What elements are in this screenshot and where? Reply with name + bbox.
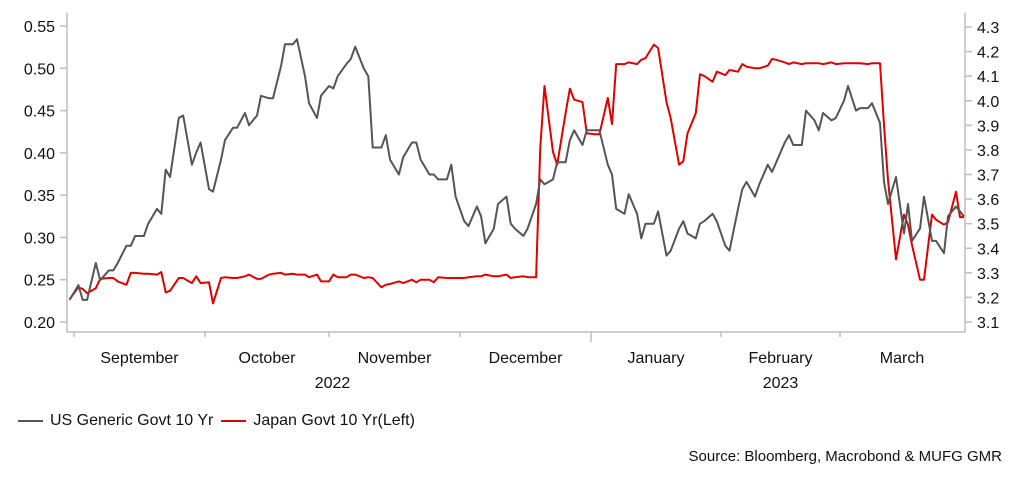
x-month-label: September	[100, 350, 179, 367]
right-y-axis: 3.1 3.2 3.3 3.4 3.5 3.6 3.7 3.8 3.9 4.0 4.1 4.2 4.3	[965, 20, 999, 332]
right-y-tick-label: 3.8	[977, 143, 999, 160]
x-month-label: October	[239, 350, 297, 367]
legend-swatch-japan	[221, 420, 247, 422]
x-month-label: January	[628, 350, 685, 367]
left-y-tick-label: 0.45	[24, 104, 55, 121]
right-y-tick-label: 3.1	[977, 315, 999, 332]
legend-swatch-us	[18, 420, 43, 422]
right-y-tick-label: 3.9	[977, 118, 999, 135]
legend-label-japan: Japan Govt 10 Yr(Left)	[253, 412, 415, 429]
right-y-tick-label: 3.7	[977, 168, 999, 185]
left-y-tick-label: 0.55	[24, 19, 55, 36]
left-y-tick-label: 0.25	[24, 273, 55, 290]
right-y-tick-label: 3.5	[977, 217, 999, 234]
right-y-tick-label: 3.2	[977, 290, 999, 307]
left-y-axis: 0.20 0.25 0.30 0.35 0.40 0.45 0.50 0.55	[24, 19, 67, 332]
axes	[66, 13, 966, 333]
series-layer	[68, 38, 965, 305]
x-month-label: March	[880, 350, 924, 367]
legend-item-japan: Japan Govt 10 Yr(Left)	[221, 412, 415, 430]
left-y-tick-label: 0.20	[24, 315, 55, 332]
left-y-tick-label: 0.40	[24, 146, 55, 163]
left-y-tick-label: 0.35	[24, 188, 55, 205]
left-y-tick-label: 0.50	[24, 61, 55, 78]
x-month-label: February	[748, 350, 812, 367]
x-axis: September October November December January F…	[73, 332, 924, 392]
x-year-label: 2023	[763, 375, 799, 392]
source-note: Source: Bloomberg, Macrobond & MUFG GMR	[688, 448, 1002, 465]
legend-label-us: US Generic Govt 10 Yr	[50, 412, 214, 429]
x-month-label: November	[358, 350, 432, 367]
x-year-label: 2022	[315, 375, 351, 392]
right-y-tick-label: 3.6	[977, 192, 999, 209]
right-y-tick-label: 4.0	[977, 94, 999, 111]
x-month-label: December	[489, 350, 563, 367]
legend-item-us: US Generic Govt 10 Yr	[18, 412, 213, 430]
right-y-tick-label: 4.3	[977, 20, 999, 37]
legend: US Generic Govt 10 Yr Japan Govt 10 Yr(L…	[18, 412, 423, 430]
right-y-tick-label: 4.1	[977, 69, 999, 86]
series-line-japan-10y	[68, 43, 964, 305]
right-y-tick-label: 3.3	[977, 266, 999, 283]
right-y-tick-label: 4.2	[977, 45, 999, 62]
line-chart: 0.200.250.300.350.400.450.500.55 3.13.23…	[24, 13, 999, 392]
left-y-tick-label: 0.30	[24, 230, 55, 247]
right-y-tick-label: 3.4	[977, 241, 999, 258]
series-line-us-10y	[68, 38, 965, 301]
